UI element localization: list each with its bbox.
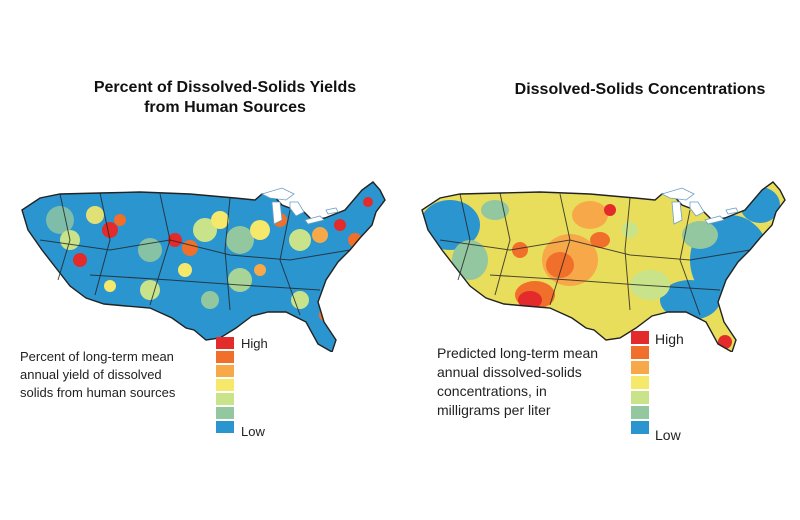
human-sources-panel: Percent of Dissolved-Solids Yields from … — [0, 78, 400, 439]
human-sources-map — [0, 90, 400, 352]
concentrations-legend-description: Predicted long-term mean annual dissolve… — [437, 344, 632, 420]
legend-swatch-2 — [631, 346, 649, 359]
legend-swatch-1 — [216, 337, 234, 349]
legend-swatch-6 — [216, 407, 234, 419]
legend-line-2: annual dissolved-solids — [437, 364, 582, 380]
legend-swatch-5 — [631, 391, 649, 404]
human-sources-legend-swatches — [216, 337, 234, 435]
legend-swatch-7 — [631, 421, 649, 434]
concentrations-legend-swatches — [631, 331, 649, 436]
legend-swatch-3 — [216, 365, 234, 377]
concentrations-title: Dissolved-Solids Concentrations — [514, 81, 766, 98]
legend-swatch-5 — [216, 393, 234, 405]
legend-line-3: concentrations, in — [437, 383, 547, 399]
human-sources-title: Percent of Dissolved-Solids Yields from … — [60, 78, 390, 118]
legend-swatch-4 — [216, 379, 234, 391]
legend-swatch-1 — [631, 331, 649, 344]
legend-line-2: annual yield of dissolved — [20, 367, 162, 382]
legend-high-label: High — [241, 336, 268, 351]
legend-low-label: Low — [655, 427, 681, 443]
us-map-human-sources — [21, 181, 386, 352]
legend-line-1: Percent of long-term mean — [20, 349, 174, 364]
title-line-2: from Human Sources — [144, 99, 306, 116]
legend-low-label: Low — [241, 424, 265, 439]
title-line-1: Percent of Dissolved-Solids Yields — [93, 79, 357, 96]
legend-swatch-7 — [216, 421, 234, 433]
concentrations-map — [400, 90, 800, 352]
concentrations-panel: Dissolved-Solids Concentrations — [400, 0, 800, 520]
human-sources-legend-description: Percent of long-term mean annual yield o… — [20, 348, 205, 402]
legend-line-3: solids from human sources — [20, 385, 176, 400]
legend-swatch-3 — [631, 361, 649, 374]
legend-line-4: milligrams per liter — [437, 402, 551, 418]
us-map-concentrations — [421, 181, 786, 352]
legend-swatch-6 — [631, 406, 649, 419]
legend-high-label: High — [655, 331, 684, 347]
legend-swatch-4 — [631, 376, 649, 389]
legend-swatch-2 — [216, 351, 234, 363]
legend-line-1: Predicted long-term mean — [437, 345, 599, 361]
